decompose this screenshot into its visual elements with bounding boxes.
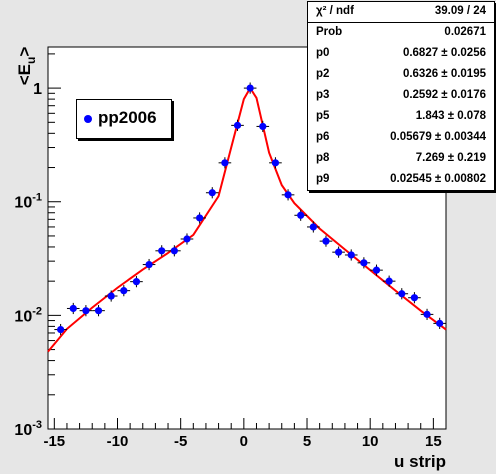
stats-header-value: 39.09 / 24 [434, 5, 486, 17]
data-point [271, 159, 280, 167]
data-point [120, 287, 128, 295]
data-point [335, 248, 343, 256]
data-point [372, 266, 381, 274]
data-point [436, 319, 444, 327]
data-point [221, 159, 229, 167]
y-tick-label: 10-3 [14, 419, 42, 439]
y-tick-label-exp: -1 [32, 192, 42, 204]
stats-row: p8 7.269 ± 0.219 [308, 149, 494, 169]
stats-value: 0.2592 ± 0.0176 [402, 89, 486, 101]
x-tick-label: -5 [174, 433, 187, 450]
stats-value: 1.843 ± 0.078 [415, 110, 486, 122]
stats-value: 0.02545 ± 0.00802 [390, 173, 486, 185]
legend-marker [84, 115, 92, 123]
data-point [107, 292, 115, 300]
data-point [398, 290, 406, 298]
data-point [170, 247, 178, 255]
data-point [132, 278, 141, 286]
stats-row: p2 0.6326 ± 0.0195 [308, 65, 494, 85]
data-point [82, 307, 90, 315]
y-tick-label-base: 10 [14, 422, 32, 439]
stats-value: 0.6827 ± 0.0256 [402, 47, 486, 59]
stats-row: p5 1.843 ± 0.078 [308, 107, 494, 127]
stats-label: p5 [316, 110, 330, 122]
stats-row: Prob 0.02671 [308, 23, 494, 43]
stats-row: p9 0.02545 ± 0.00802 [308, 170, 494, 190]
stats-label: p8 [316, 152, 330, 164]
data-point [196, 214, 204, 222]
x-tick-label: -10 [107, 433, 129, 450]
stats-label: Prob [316, 26, 343, 38]
stats-row: p3 0.2592 ± 0.0176 [308, 86, 494, 106]
y-tick-label-exp: -2 [32, 305, 42, 317]
data-point [145, 260, 153, 269]
data-point [183, 235, 191, 243]
stats-row: p0 0.6827 ± 0.0256 [308, 44, 494, 64]
data-point [360, 259, 368, 267]
y-axis-label-sub: u [24, 57, 38, 64]
data-point [284, 191, 292, 199]
data-point [309, 223, 317, 231]
stats-value: 7.269 ± 0.219 [415, 152, 486, 164]
legend-label: pp2006 [98, 108, 157, 127]
data-point [57, 325, 65, 334]
x-tick-label: 10 [362, 433, 379, 450]
x-tick-label: 5 [303, 433, 311, 450]
legend: pp2006 [76, 99, 172, 139]
data-point [208, 189, 216, 197]
y-axis-label-end: > [15, 47, 34, 57]
data-point [94, 307, 103, 315]
stats-value: 0.05679 ± 0.00344 [390, 131, 486, 143]
y-tick-label-exp: -3 [32, 419, 42, 431]
data-point [410, 294, 419, 302]
data-point [322, 237, 330, 245]
data-point [158, 247, 166, 255]
y-axis-label: <Eu> [15, 47, 38, 86]
data-point [246, 84, 254, 92]
data-point [297, 211, 305, 219]
y-tick-label: 10-1 [14, 192, 42, 212]
data-point [347, 251, 355, 259]
x-tick-label: 15 [425, 433, 442, 450]
y-tick-label-base: 10 [14, 195, 32, 212]
stats-label: p9 [316, 173, 330, 185]
svg-text:<Eu>: <Eu> [15, 47, 38, 86]
stats-label: p2 [316, 68, 330, 80]
stats-value: 0.02671 [444, 26, 486, 38]
x-tick-label: -15 [43, 433, 65, 450]
stats-label: p6 [316, 131, 330, 143]
stats-header: χ² / ndf 39.09 / 24 [308, 2, 494, 23]
y-tick-label: 10-2 [14, 305, 42, 325]
data-point [69, 304, 77, 313]
x-axis-label: u strip [394, 452, 446, 471]
stats-label: p3 [316, 89, 330, 101]
x-tick-label: 0 [240, 433, 248, 450]
y-tick-label: 1 [33, 81, 42, 98]
data-point [233, 121, 242, 129]
data-point [385, 277, 393, 285]
stats-box: χ² / ndf 39.09 / 24 Prob 0.02671 p0 0.6827… [307, 1, 495, 191]
data-point [259, 122, 267, 131]
stats-row: p6 0.05679 ± 0.00344 [308, 128, 494, 148]
y-axis-label-main: <E [15, 64, 34, 85]
data-point [423, 310, 431, 318]
stats-label: p0 [316, 47, 330, 59]
stats-header-label: χ² / ndf [316, 5, 354, 17]
y-tick-label-base: 10 [14, 308, 32, 325]
stats-value: 0.6326 ± 0.0195 [402, 68, 486, 80]
